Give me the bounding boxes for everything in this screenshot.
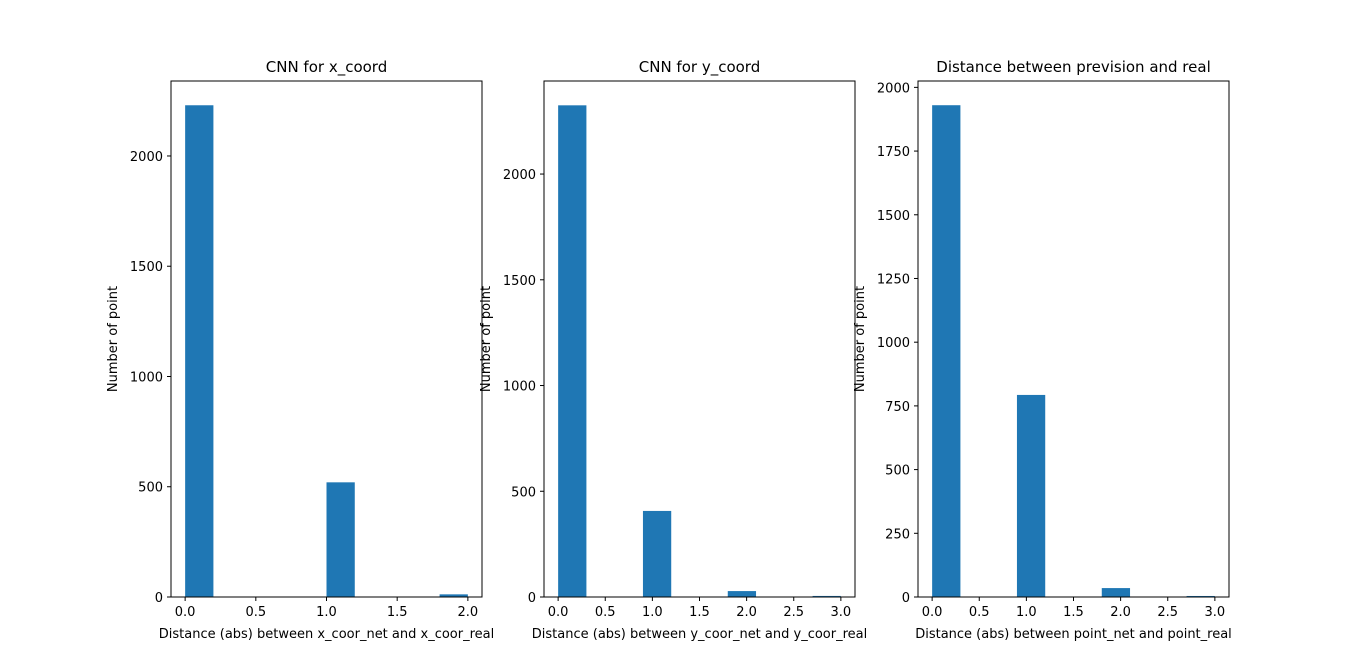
- x-axis-label-x-coord: Distance (abs) between x_coor_net and x_…: [159, 627, 494, 642]
- histogram-bar-x-coord-2: [439, 594, 468, 597]
- y-tick-label-distance-6: 1500: [877, 209, 910, 224]
- x-tick-label-distance-6: 3.0: [1205, 605, 1226, 620]
- y-tick-label-y-coord-3: 1500: [503, 274, 536, 289]
- x-tick-label-x-coord-0: 0.0: [175, 605, 196, 620]
- y-tick-label-x-coord-2: 1000: [130, 370, 163, 385]
- y-tick-label-y-coord-0: 0: [528, 591, 536, 606]
- x-tick-label-x-coord-2: 1.0: [316, 605, 337, 620]
- histogram-bar-x-coord-0: [185, 105, 214, 597]
- subplot-distance: 0.0 0.5 1.0 1.5 2.0 2.5 3.0 0 250 500 750 1000 1250…: [853, 58, 1232, 642]
- bars-x-coord: [185, 105, 468, 597]
- histogram-bar-y-coord-3: [812, 595, 841, 597]
- x-tick-label-x-coord-3: 1.5: [387, 605, 408, 620]
- histogram-bar-x-coord-1: [326, 482, 355, 597]
- y-tick-label-x-coord-3: 1500: [130, 260, 163, 275]
- histogram-bar-distance-3: [1186, 595, 1215, 597]
- y-axis-label-y-coord: Number of point: [479, 286, 494, 392]
- x-tick-label-y-coord-3: 1.5: [689, 605, 710, 620]
- x-tick-label-y-coord-0: 0.0: [548, 605, 569, 620]
- y-tick-label-distance-3: 750: [885, 400, 910, 415]
- y-ticks-x-coord: 0 500 1000 1500 2000: [130, 150, 171, 606]
- bars-distance: [932, 105, 1215, 598]
- y-tick-label-distance-2: 500: [885, 464, 910, 479]
- x-tick-label-distance-1: 0.5: [969, 605, 990, 620]
- y-ticks-y-coord: 0 500 1000 1500 2000: [503, 168, 544, 606]
- x-tick-label-distance-3: 1.5: [1063, 605, 1084, 620]
- bars-y-coord: [558, 105, 841, 597]
- x-ticks-x-coord: 0.0 0.5 1.0 1.5 2.0: [175, 597, 478, 620]
- x-tick-label-y-coord-2: 1.0: [642, 605, 663, 620]
- y-axis-label-x-coord: Number of point: [106, 286, 121, 392]
- histogram-bar-y-coord-1: [642, 510, 672, 597]
- y-tick-label-distance-5: 1250: [877, 272, 910, 287]
- histogram-bar-distance-1: [1016, 394, 1046, 597]
- y-axis-label-distance: Number of point: [853, 286, 868, 392]
- y-ticks-distance: 0 250 500 750 1000 1250 1500 1750 2000: [877, 81, 918, 606]
- y-tick-label-distance-7: 1750: [877, 145, 910, 160]
- x-ticks-distance: 0.0 0.5 1.0 1.5 2.0 2.5 3.0: [922, 597, 1225, 620]
- chart-title-y-coord: CNN for y_coord: [639, 58, 760, 77]
- y-tick-label-distance-8: 2000: [877, 81, 910, 96]
- y-tick-label-y-coord-4: 2000: [503, 168, 536, 183]
- histogram-bar-y-coord-2: [727, 591, 757, 597]
- x-tick-label-distance-0: 0.0: [922, 605, 943, 620]
- y-tick-label-x-coord-1: 500: [138, 481, 163, 496]
- x-tick-label-y-coord-1: 0.5: [595, 605, 616, 620]
- y-tick-label-y-coord-2: 1000: [503, 380, 536, 395]
- x-tick-label-y-coord-6: 3.0: [831, 605, 852, 620]
- x-tick-label-x-coord-1: 0.5: [245, 605, 266, 620]
- y-tick-label-x-coord-4: 2000: [130, 150, 163, 165]
- x-tick-label-distance-5: 2.5: [1157, 605, 1178, 620]
- y-tick-label-distance-1: 250: [885, 527, 910, 542]
- histogram-bar-distance-0: [932, 105, 961, 598]
- y-tick-label-distance-0: 0: [902, 591, 910, 606]
- y-tick-label-x-coord-0: 0: [155, 591, 163, 606]
- chart-title-distance: Distance between prevision and real: [936, 58, 1210, 76]
- subplot-y-coord: 0.0 0.5 1.0 1.5 2.0 2.5 3.0 0 500 1000 1500 2000 C…: [479, 58, 867, 642]
- x-tick-label-distance-2: 1.0: [1016, 605, 1037, 620]
- subplot-x-coord: 0.0 0.5 1.0 1.5 2.0 0 500 1000 1500 2000 CNN for…: [106, 58, 494, 642]
- y-tick-label-distance-4: 1000: [877, 336, 910, 351]
- x-ticks-y-coord: 0.0 0.5 1.0 1.5 2.0 2.5 3.0: [548, 597, 851, 620]
- histogram-bar-y-coord-0: [558, 105, 587, 597]
- chart-title-x-coord: CNN for x_coord: [266, 58, 387, 77]
- x-axis-label-y-coord: Distance (abs) between y_coor_net and y_…: [532, 627, 867, 642]
- histogram-bar-distance-2: [1101, 588, 1131, 597]
- x-tick-label-y-coord-4: 2.0: [736, 605, 757, 620]
- x-tick-label-x-coord-4: 2.0: [458, 605, 479, 620]
- x-axis-label-distance: Distance (abs) between point_net and poi…: [915, 627, 1232, 642]
- x-tick-label-y-coord-5: 2.5: [783, 605, 804, 620]
- y-tick-label-y-coord-1: 500: [511, 485, 536, 500]
- x-tick-label-distance-4: 2.0: [1110, 605, 1131, 620]
